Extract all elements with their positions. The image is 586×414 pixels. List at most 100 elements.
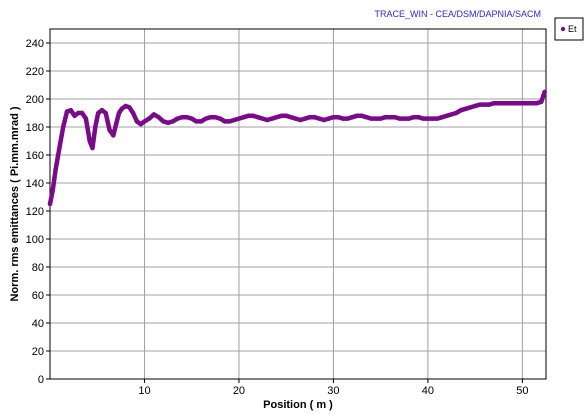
- x-tick-label: 50: [516, 385, 528, 397]
- y-axis: 0 20 40 60 80 100 120 140 160 180 200 220 240: [26, 38, 50, 386]
- data-point: [529, 101, 534, 106]
- data-point: [96, 110, 101, 116]
- data-point: [468, 105, 473, 110]
- series-layer: [47, 89, 547, 207]
- data-point: [274, 115, 279, 120]
- data-point: [265, 117, 270, 123]
- data-point: [72, 113, 77, 119]
- data-point: [165, 120, 171, 126]
- data-point: [340, 116, 346, 121]
- data-point: [57, 145, 62, 151]
- data-point: [406, 116, 412, 121]
- data-point: [288, 115, 294, 120]
- y-tick-label: 60: [32, 290, 44, 302]
- data-point: [458, 108, 464, 113]
- grid: [50, 29, 546, 379]
- data-point: [61, 124, 66, 130]
- data-point: [134, 119, 140, 124]
- data-point: [116, 110, 122, 116]
- data-point: [255, 115, 260, 120]
- data-point: [113, 122, 119, 127]
- data-point: [50, 187, 55, 193]
- data-point: [189, 116, 194, 121]
- data-point: [170, 119, 175, 124]
- data-point: [90, 145, 95, 151]
- credit-text: TRACE_WIN - CEA/DSM/DAPNIA/SACM: [374, 9, 541, 19]
- data-point: [203, 116, 209, 121]
- data-point: [103, 110, 108, 116]
- data-point: [194, 119, 199, 124]
- data-point: [213, 115, 218, 120]
- data-point: [119, 106, 125, 112]
- data-point: [47, 201, 53, 207]
- x-tick-label: 40: [422, 385, 434, 397]
- data-point: [454, 110, 459, 116]
- legend-label: Et: [568, 24, 577, 34]
- data-point: [250, 113, 256, 119]
- legend-marker: [560, 26, 566, 32]
- data-point: [359, 113, 364, 119]
- y-tick-label: 240: [26, 38, 44, 50]
- data-point: [444, 113, 449, 119]
- y-tick-label: 180: [26, 122, 44, 134]
- data-point: [425, 116, 431, 121]
- y-tick-label: 120: [26, 206, 44, 218]
- data-point: [151, 112, 157, 117]
- data-point: [501, 101, 506, 106]
- data-point: [83, 116, 89, 121]
- data-point: [127, 105, 132, 110]
- data-point: [510, 101, 516, 106]
- legend-box: [554, 17, 584, 41]
- x-axis-label: Position ( m ): [263, 399, 333, 411]
- data-point: [217, 116, 223, 121]
- data-point: [336, 115, 341, 120]
- data-point: [236, 116, 242, 121]
- y-tick-label: 160: [26, 150, 44, 162]
- data-point: [487, 102, 492, 107]
- data-point: [142, 119, 147, 124]
- data-point: [232, 117, 237, 123]
- data-point: [439, 115, 445, 120]
- data-point: [93, 124, 98, 130]
- data-point: [180, 115, 185, 120]
- data-point: [99, 108, 105, 113]
- y-axis-label: Norm. rms emittances ( Pi.mm.mrad ): [9, 106, 21, 301]
- data-point: [435, 116, 440, 121]
- data-point: [430, 116, 435, 121]
- data-point: [161, 119, 166, 124]
- data-point: [449, 112, 454, 117]
- data-point: [147, 116, 152, 121]
- data-point: [506, 101, 511, 106]
- data-point: [421, 116, 426, 121]
- data-point: [317, 116, 322, 121]
- data-point: [279, 113, 284, 119]
- data-point: [397, 116, 402, 121]
- data-point: [175, 116, 180, 121]
- data-point: [350, 115, 355, 120]
- x-tick-label: 10: [138, 385, 150, 397]
- data-point: [345, 116, 350, 121]
- y-tick-label: 20: [32, 346, 44, 358]
- y-tick-label: 140: [26, 178, 44, 190]
- data-point: [482, 102, 487, 107]
- y-tick-label: 200: [26, 94, 44, 106]
- data-point: [369, 116, 374, 121]
- data-point: [260, 116, 265, 121]
- data-point: [199, 119, 204, 124]
- x-axis: 10 20 30 40 50: [138, 379, 529, 397]
- data-point: [520, 101, 525, 106]
- data-point: [491, 101, 497, 106]
- data-point: [416, 115, 421, 120]
- data-point: [227, 119, 232, 124]
- data-point: [378, 116, 383, 121]
- x-tick-label: 30: [327, 385, 339, 397]
- x-tick-label: 20: [233, 385, 245, 397]
- data-point: [387, 115, 393, 120]
- y-tick-label: 80: [32, 262, 44, 274]
- data-point: [184, 115, 190, 120]
- data-point: [541, 94, 546, 99]
- data-point: [53, 166, 58, 172]
- data-point: [246, 113, 251, 119]
- data-point: [222, 119, 227, 124]
- data-point: [534, 101, 539, 106]
